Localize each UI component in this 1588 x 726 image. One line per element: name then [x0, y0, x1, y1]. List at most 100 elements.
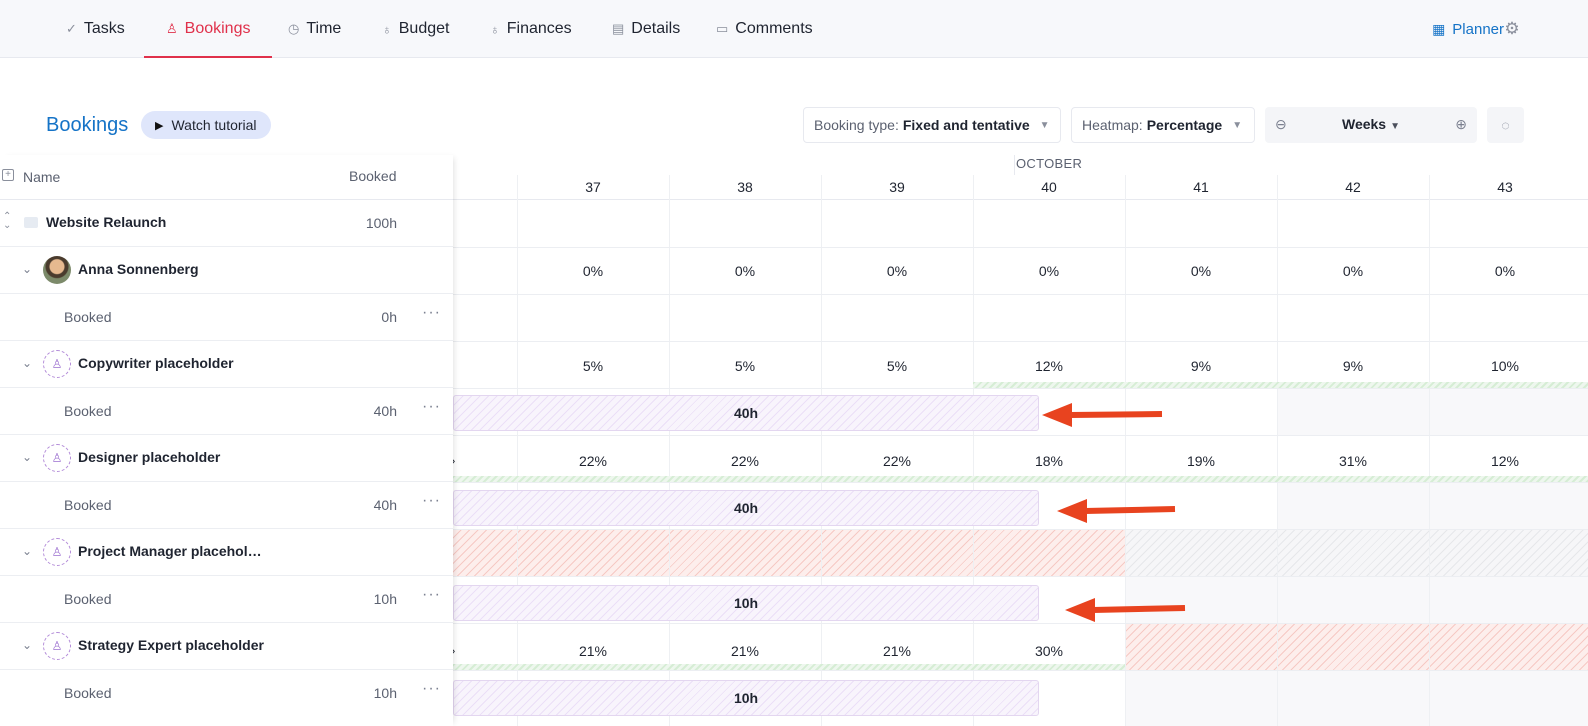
heatmap-cell[interactable]: 12% [1034, 358, 1064, 374]
row-line [453, 623, 1588, 624]
comment-bubble-icon[interactable]: ◌ [1487, 107, 1524, 143]
heatmap-cell[interactable]: 22% [882, 453, 912, 469]
more-options-icon[interactable]: ··· [422, 398, 441, 415]
annotation-arrow [1057, 499, 1176, 523]
booked-row-project-manager[interactable]: Booked 10h ··· [0, 576, 453, 623]
week-header: 43 [1497, 179, 1513, 195]
heatmap-cell[interactable]: 0% [582, 263, 604, 279]
person-row-strategy-expert[interactable]: ⌄ ♙ Strategy Expert placeholder [0, 623, 453, 670]
tab-finances[interactable]: ♁ Finances [490, 0, 572, 58]
chevron-down-icon[interactable]: ⌄ [22, 544, 33, 558]
zoom-level-value: Weeks [1341, 116, 1387, 132]
person-row-anna[interactable]: ⌄ Anna Sonnenberg [0, 247, 453, 294]
week-header: 40 [1041, 179, 1057, 195]
booking-type-label: Booking type: [814, 117, 899, 133]
zoom-out-icon[interactable]: ⊖ [1275, 116, 1287, 132]
zoom-level-dropdown[interactable]: Weeks ▼ [1265, 116, 1477, 132]
zoom-in-icon[interactable]: ⊕ [1455, 116, 1467, 132]
tab-details[interactable]: ▤ Details [612, 0, 680, 58]
gear-icon[interactable]: ⚙ [1504, 19, 1520, 38]
heatmap-label: Heatmap: [1082, 117, 1143, 133]
heatmap-cell[interactable]: 22% [730, 453, 760, 469]
planner-link[interactable]: ▦ Planner [1432, 0, 1504, 58]
heatmap-cell[interactable]: 31% [1338, 453, 1368, 469]
overflow-marker: › [453, 453, 455, 468]
heatmap-cell[interactable]: 0% [1494, 263, 1516, 279]
heatmap-cell[interactable]: 19% [1186, 453, 1216, 469]
person-name: Project Manager placehol… [78, 543, 262, 559]
heatmap-cell[interactable]: 21% [730, 643, 760, 659]
project-hours: 100h [365, 215, 397, 231]
heatmap-cell[interactable]: 21% [882, 643, 912, 659]
booking-bar-label: 40h [733, 405, 759, 421]
more-options-icon[interactable]: ··· [422, 586, 441, 603]
heatmap-cell[interactable]: 0% [1038, 263, 1060, 279]
heatmap-cell[interactable]: 5% [886, 358, 908, 374]
booked-row-anna[interactable]: Booked 0h ··· [0, 294, 453, 341]
tab-bookings[interactable]: ♙ Bookings [143, 0, 274, 58]
tab-comments[interactable]: ▭ Comments [716, 0, 813, 58]
more-options-icon[interactable]: ··· [422, 680, 441, 697]
booking-bar-copywriter[interactable]: 40h [453, 395, 1039, 431]
utilization-bar [973, 382, 1588, 388]
tab-label: Bookings [184, 20, 251, 37]
heatmap-cell[interactable]: 12% [1490, 453, 1520, 469]
tab-tasks[interactable]: ✓ Tasks [66, 0, 125, 58]
heatmap-cell[interactable]: 9% [1342, 358, 1364, 374]
overbooked-zone [453, 529, 1125, 576]
sort-icon[interactable]: ⌃ ⌄ [3, 211, 12, 231]
booked-row-copywriter[interactable]: Booked 40h ··· [0, 388, 453, 435]
booking-bar-project-manager[interactable]: 10h [453, 585, 1039, 621]
tab-budget[interactable]: ♁ Budget [382, 0, 449, 58]
booked-row-strategy-expert[interactable]: Booked 10h ··· [0, 670, 453, 717]
booked-label: Booked [64, 591, 112, 607]
booking-bar-label: 10h [733, 690, 759, 706]
heatmap-cell[interactable]: 0% [1190, 263, 1212, 279]
heatmap-cell[interactable]: 10% [1490, 358, 1520, 374]
person-row-designer[interactable]: ⌄ ♙ Designer placeholder [0, 435, 453, 482]
heatmap-cell[interactable]: 30% [1034, 643, 1064, 659]
row-line [453, 247, 1588, 248]
tab-time[interactable]: ◷ Time [288, 0, 341, 58]
more-options-icon[interactable]: ··· [422, 304, 441, 321]
caret-down-icon: ▼ [1232, 119, 1243, 131]
month-divider [1014, 155, 1015, 175]
heatmap-cell[interactable]: 5% [734, 358, 756, 374]
heatmap-cell[interactable]: 0% [734, 263, 756, 279]
chevron-down-icon[interactable]: ⌄ [22, 356, 33, 370]
heatmap-cell[interactable]: 9% [1190, 358, 1212, 374]
more-options-icon[interactable]: ··· [422, 492, 441, 509]
booking-bar-strategy-expert[interactable]: 10h [453, 680, 1039, 716]
booking-bar-designer[interactable]: 40h [453, 490, 1039, 526]
chevron-down-icon[interactable]: ⌄ [22, 450, 33, 464]
add-icon[interactable]: + [2, 169, 14, 181]
watch-tutorial-button[interactable]: ▶ Watch tutorial [141, 111, 271, 139]
chevron-down-icon[interactable]: ⌄ [22, 262, 33, 276]
heatmap-cell[interactable]: 5% [582, 358, 604, 374]
month-label: OCTOBER [1016, 156, 1083, 171]
booking-type-dropdown[interactable]: Booking type: Fixed and tentative ▼ [803, 107, 1061, 143]
play-icon: ▶ [155, 119, 164, 132]
heatmap-cell[interactable]: 18% [1034, 453, 1064, 469]
booked-row-designer[interactable]: Booked 40h ··· [0, 482, 453, 529]
chevron-down-icon[interactable]: ⌄ [22, 638, 33, 652]
tab-label: Details [631, 20, 681, 37]
project-row[interactable]: ⌃ ⌄ Website Relaunch 100h [0, 200, 453, 247]
tab-label: Budget [398, 20, 450, 37]
booking-bar-label: 40h [733, 500, 759, 516]
booking-type-value: Fixed and tentative [902, 117, 1030, 133]
person-row-copywriter[interactable]: ⌄ ♙ Copywriter placeholder [0, 341, 453, 388]
heatmap-cell[interactable]: 21% [578, 643, 608, 659]
shaded-cell [1125, 670, 1588, 726]
booked-label: Booked [64, 685, 112, 701]
utilization-bar [453, 664, 1125, 670]
person-row-project-manager[interactable]: ⌄ ♙ Project Manager placehol… [0, 529, 453, 576]
heatmap-cell[interactable]: 22% [578, 453, 608, 469]
heatmap-dropdown[interactable]: Heatmap: Percentage ▼ [1071, 107, 1255, 143]
heatmap-cell[interactable]: 0% [886, 263, 908, 279]
timeline-grid: OCTOBER 37 38 39 40 41 42 43 0% 0% 0% 0%… [453, 155, 1588, 726]
heatmap-cell[interactable]: 0% [1342, 263, 1364, 279]
shaded-cell [1277, 482, 1588, 529]
row-line [453, 341, 1588, 342]
page-title: Bookings [46, 114, 129, 136]
